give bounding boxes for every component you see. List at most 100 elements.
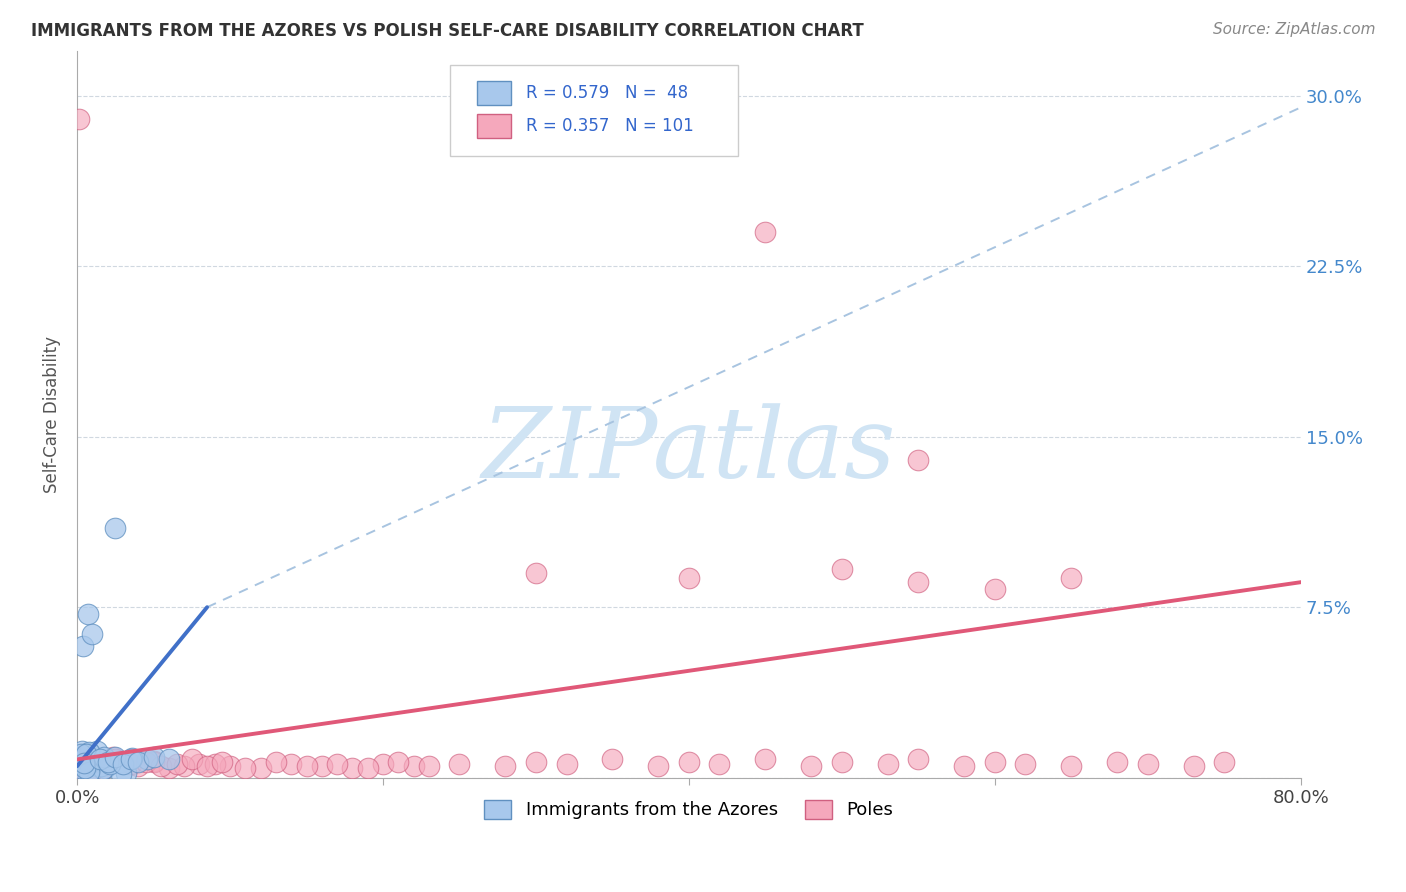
Point (67, 756, 90, 770)
Point (984, 582, 1007, 596)
Point (249, 762, 271, 776)
Point (67, 766, 90, 780)
Point (73, 766, 96, 780)
Point (70, 756, 93, 770)
Point (67, 768, 90, 782)
Point (142, 754, 165, 768)
Point (678, 571, 700, 585)
Point (907, 752, 929, 766)
Point (67, 112, 90, 126)
Point (76, 764, 98, 778)
Point (70, 747, 93, 761)
Bar (477, 81, 512, 105)
Point (67, 750, 90, 764)
Point (83, 756, 105, 770)
Point (97, 755, 120, 769)
Point (1107, 755, 1129, 769)
Point (80, 751, 103, 765)
Point (387, 755, 409, 769)
Point (1213, 755, 1236, 769)
Point (72, 749, 94, 764)
Point (647, 759, 669, 773)
Point (72, 759, 94, 773)
Point (76, 756, 98, 771)
Point (79, 756, 101, 771)
Point (69, 757, 91, 772)
Point (75, 747, 97, 762)
Point (1136, 756, 1159, 771)
Point (72, 753, 94, 767)
Point (311, 759, 333, 773)
Point (136, 752, 159, 766)
Point (75, 759, 97, 773)
Point (1182, 759, 1205, 773)
Point (79, 756, 101, 771)
Point (83, 755, 105, 769)
Point (984, 755, 1007, 769)
Point (1014, 756, 1036, 771)
Point (371, 756, 394, 771)
Text: Source: ZipAtlas.com: Source: ZipAtlas.com (1212, 22, 1375, 37)
Point (295, 759, 318, 773)
Point (79, 765, 101, 780)
Point (188, 756, 211, 771)
Point (67, 762, 90, 776)
Point (115, 766, 138, 780)
Point (72, 762, 94, 776)
Point (79, 746, 101, 760)
Point (70, 744, 93, 758)
Point (90, 759, 112, 773)
Point (127, 759, 149, 773)
Bar (477, 114, 512, 138)
Point (80, 749, 103, 764)
Point (90, 763, 112, 777)
Point (173, 759, 195, 773)
Point (907, 575, 929, 590)
Point (79, 757, 101, 772)
Point (449, 756, 471, 771)
Point (67, 759, 90, 773)
Point (104, 752, 127, 766)
Point (76, 607, 98, 621)
Point (555, 756, 578, 771)
Point (831, 561, 853, 575)
Point (67, 750, 90, 764)
Point (101, 750, 124, 764)
Point (77, 750, 100, 764)
Point (709, 756, 731, 771)
Point (72, 639, 94, 653)
Point (86, 768, 108, 782)
Point (120, 752, 142, 766)
Point (195, 759, 218, 773)
Point (75, 761, 97, 775)
Point (70, 758, 93, 772)
Point (104, 750, 127, 764)
Point (357, 762, 380, 776)
Point (67, 764, 90, 779)
Point (104, 521, 127, 535)
Point (76, 749, 98, 764)
Point (524, 755, 547, 769)
Point (67, 757, 90, 772)
Point (150, 759, 173, 773)
Point (72, 752, 94, 766)
FancyBboxPatch shape (450, 65, 738, 156)
Point (135, 755, 157, 769)
Point (110, 756, 132, 770)
Point (77, 745, 100, 759)
Point (157, 752, 180, 766)
Point (82, 759, 104, 773)
Point (204, 756, 226, 771)
Point (602, 752, 624, 766)
Point (678, 755, 700, 769)
Point (907, 452, 929, 467)
Point (69, 761, 91, 775)
Point (157, 762, 180, 776)
Point (73, 751, 96, 765)
Point (73, 762, 96, 776)
Point (91, 763, 114, 777)
Point (831, 755, 853, 769)
Y-axis label: Self-Care Disability: Self-Care Disability (44, 335, 60, 492)
Point (264, 755, 287, 769)
Point (97, 752, 120, 766)
